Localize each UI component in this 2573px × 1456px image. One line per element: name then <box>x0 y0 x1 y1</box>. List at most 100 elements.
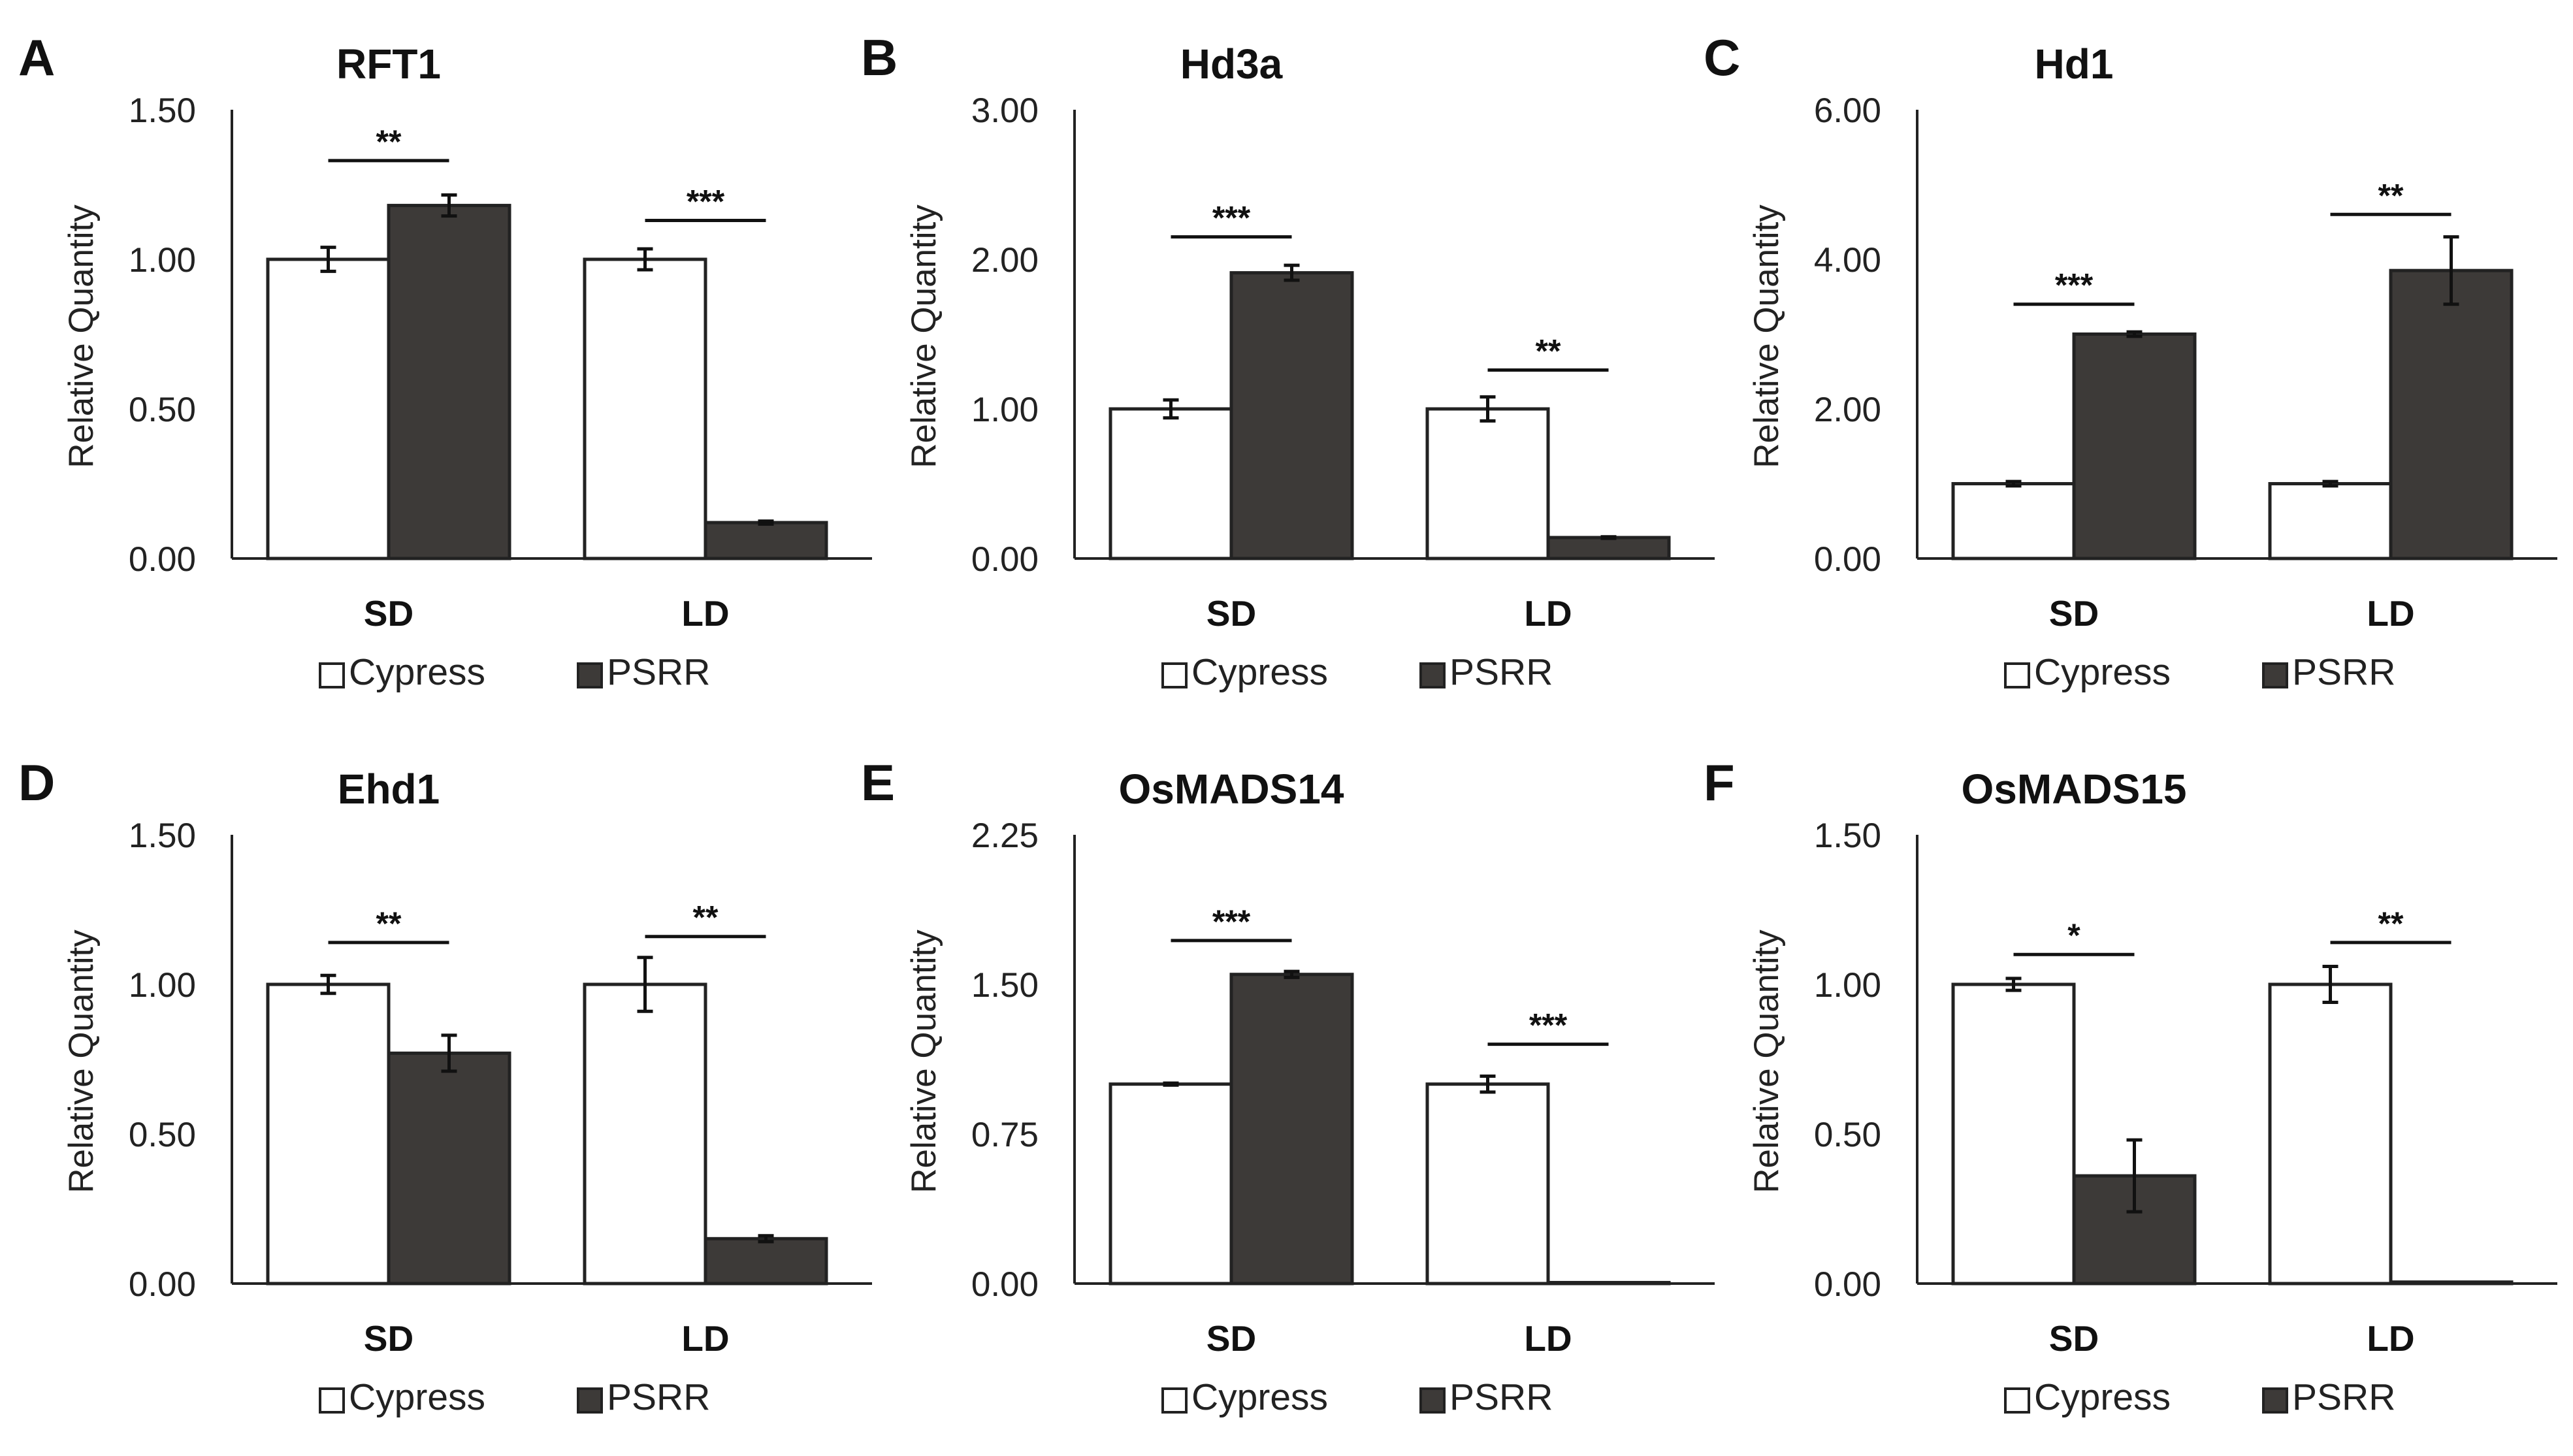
legend-swatch-psrr <box>577 1387 603 1414</box>
x-category-label-ld: LD <box>2367 1318 2414 1359</box>
legend-label-psrr: PSRR <box>1449 1376 1553 1418</box>
legend-label-cypress: Cypress <box>349 651 485 693</box>
bar-psrr-sd <box>2072 332 2197 560</box>
legend-label-psrr: PSRR <box>2292 651 2395 693</box>
x-category-label-ld: LD <box>681 593 729 634</box>
bar-cypress-sd <box>1951 982 2076 1286</box>
significance-label-sd: *** <box>1212 903 1251 940</box>
significance-label-ld: ** <box>2378 177 2404 214</box>
chart-panel-e: E OsMADS14 0.00 0.75 1.50 2.25 Relative Quanti… <box>861 754 1715 1418</box>
significance-label-sd: * <box>2067 917 2080 954</box>
panel-letter: D <box>18 754 55 811</box>
bar-cypress-ld <box>1425 1082 1550 1286</box>
legend-swatch-psrr <box>1419 1387 1446 1414</box>
legend-label-cypress: Cypress <box>2034 651 2171 693</box>
y-tick-label: 2.00 <box>1814 391 1881 429</box>
bar-cypress-ld <box>583 257 707 560</box>
y-tick-label: 3.00 <box>971 91 1039 130</box>
x-category-label-sd: SD <box>1206 593 1256 634</box>
bar-psrr-sd <box>387 204 511 560</box>
y-tick-label: 1.50 <box>129 817 196 855</box>
y-tick-label: 1.50 <box>1814 817 1881 855</box>
legend-label-psrr: PSRR <box>607 1376 710 1418</box>
x-category-label-ld: LD <box>1524 593 1572 634</box>
bar-psrr-ld <box>2389 268 2514 560</box>
bar-psrr-sd <box>1229 973 1354 1286</box>
y-tick-label: 4.00 <box>1814 241 1881 280</box>
bar-psrr-ld <box>1546 536 1671 560</box>
y-axis-label: Relative Quantity <box>1747 204 1786 468</box>
x-category-label-sd: SD <box>2049 593 2099 634</box>
y-axis-label: Relative Quantity <box>1747 930 1786 1193</box>
chart-title: OsMADS15 <box>1962 766 2187 813</box>
chart-title: OsMADS14 <box>1119 766 1344 813</box>
legend-swatch-psrr <box>577 662 603 688</box>
y-axis-label: Relative Quantity <box>62 930 101 1193</box>
panel-letter: E <box>861 754 895 811</box>
chart-panel-f: F OsMADS15 0.00 0.50 1.00 1.50 Relative Quanti… <box>1704 754 2557 1418</box>
legend-swatch-psrr <box>1419 662 1446 688</box>
significance-label-ld: *** <box>687 183 725 219</box>
bar-psrr-ld <box>704 1237 828 1286</box>
y-tick-label: 1.00 <box>971 391 1039 429</box>
legend-label-cypress: Cypress <box>1191 1376 1328 1418</box>
significance-label-ld: *** <box>1529 1007 1568 1044</box>
legend-swatch-cypress <box>2004 662 2030 688</box>
chart-title: RFT1 <box>336 40 441 88</box>
bar-psrr-sd <box>387 1051 511 1286</box>
y-tick-label: 0.50 <box>129 1116 196 1154</box>
bar-psrr-sd <box>1229 271 1354 560</box>
legend-swatch-psrr <box>2262 1387 2288 1414</box>
y-tick-label: 0.00 <box>1814 1265 1881 1304</box>
significance-label-ld: ** <box>2378 905 2404 942</box>
bar-cypress-ld <box>583 982 707 1286</box>
y-tick-label: 1.50 <box>129 91 196 130</box>
x-category-label-ld: LD <box>681 1318 729 1359</box>
legend-swatch-psrr <box>2262 662 2288 688</box>
panel-letter: C <box>1704 29 1740 86</box>
bar-cypress-ld <box>2268 982 2393 1286</box>
x-category-label-sd: SD <box>364 593 413 634</box>
y-tick-label: 1.00 <box>129 966 196 1005</box>
legend-label-cypress: Cypress <box>1191 651 1328 693</box>
significance-label-sd: *** <box>2055 267 2094 304</box>
legend-label-psrr: PSRR <box>1449 651 1553 693</box>
significance-label-sd: *** <box>1212 200 1251 236</box>
y-tick-label: 1.00 <box>129 241 196 280</box>
significance-label-sd: ** <box>376 905 402 942</box>
y-tick-label: 0.00 <box>971 1265 1039 1304</box>
y-tick-label: 0.00 <box>971 540 1039 579</box>
bar-cypress-ld <box>2268 482 2393 560</box>
legend-swatch-cypress <box>1161 1387 1188 1414</box>
y-tick-label: 1.00 <box>1814 966 1881 1005</box>
legend-label-psrr: PSRR <box>607 651 710 693</box>
bar-cypress-sd <box>1951 482 2076 560</box>
chart-title: Hd3a <box>1180 40 1283 88</box>
y-axis-label: Relative Quantity <box>62 204 101 468</box>
significance-label-ld: ** <box>693 899 719 936</box>
legend-label-cypress: Cypress <box>349 1376 485 1418</box>
y-tick-label: 2.00 <box>971 241 1039 280</box>
y-tick-label: 0.50 <box>129 391 196 429</box>
chart-panel-d: D Ehd1 0.00 0.50 1.00 1.50 Relative Quantity **… <box>18 754 872 1418</box>
x-category-label-ld: LD <box>2367 593 2414 634</box>
significance-label-sd: ** <box>376 123 402 160</box>
bar-cypress-ld <box>1425 407 1550 560</box>
y-tick-label: 0.00 <box>129 1265 196 1304</box>
bar-psrr-ld <box>704 521 828 560</box>
chart-panel-a: A RFT1 0.00 0.50 1.00 1.50 Relative Quantity **… <box>18 29 872 693</box>
legend-label-cypress: Cypress <box>2034 1376 2171 1418</box>
x-category-label-sd: SD <box>1206 1318 1256 1359</box>
bar-cypress-sd <box>1108 1082 1233 1286</box>
legend-swatch-cypress <box>2004 1387 2030 1414</box>
legend-label-psrr: PSRR <box>2292 1376 2395 1418</box>
y-tick-label: 0.50 <box>1814 1116 1881 1154</box>
y-tick-label: 0.00 <box>1814 540 1881 579</box>
y-tick-label: 0.75 <box>971 1116 1039 1154</box>
panel-letter: F <box>1704 754 1735 811</box>
y-tick-label: 1.50 <box>971 966 1039 1005</box>
y-tick-label: 6.00 <box>1814 91 1881 130</box>
y-axis-label: Relative Quantity <box>905 930 943 1193</box>
